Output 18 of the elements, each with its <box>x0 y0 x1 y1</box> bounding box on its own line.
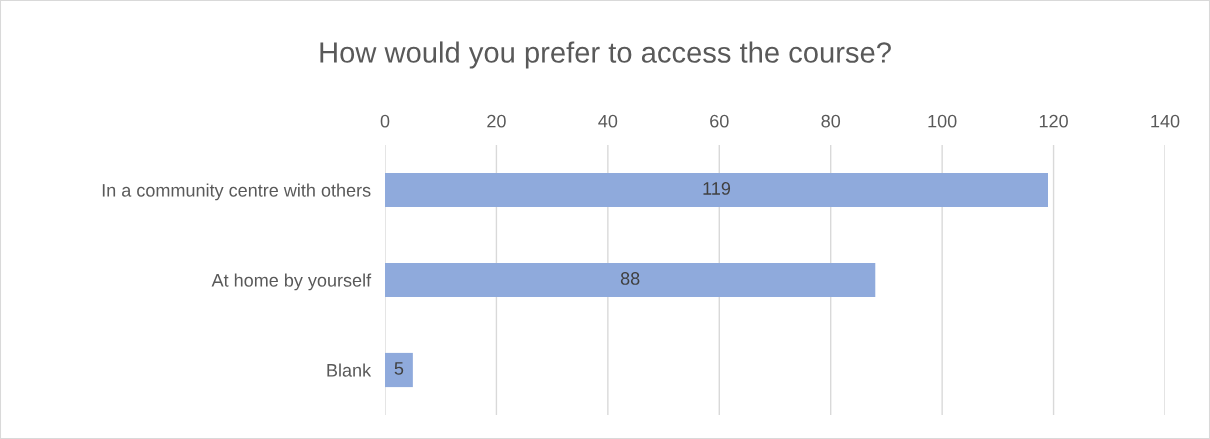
x-tick-label: 80 <box>821 114 841 128</box>
bar <box>385 172 1048 208</box>
y-tick-label: Blank <box>327 363 372 377</box>
x-tick-label: 100 <box>928 114 957 128</box>
x-tick-label: 40 <box>598 114 618 128</box>
data-label: 5 <box>394 362 404 375</box>
chart-title: How would you prefer to access the course? <box>320 41 891 69</box>
x-tick-label: 120 <box>1039 114 1068 128</box>
y-tick-label: In a community centre with others <box>102 183 371 201</box>
data-label: 119 <box>703 182 731 195</box>
data-label: 88 <box>620 272 640 285</box>
y-tick-label: At home by yourself <box>211 273 372 291</box>
bar <box>385 262 876 298</box>
x-tick-label: 20 <box>487 114 506 128</box>
x-tick-label: 140 <box>1151 114 1180 128</box>
bar <box>385 352 413 388</box>
x-tick-label: 60 <box>710 114 729 128</box>
x-tick-label: 0 <box>380 114 390 128</box>
